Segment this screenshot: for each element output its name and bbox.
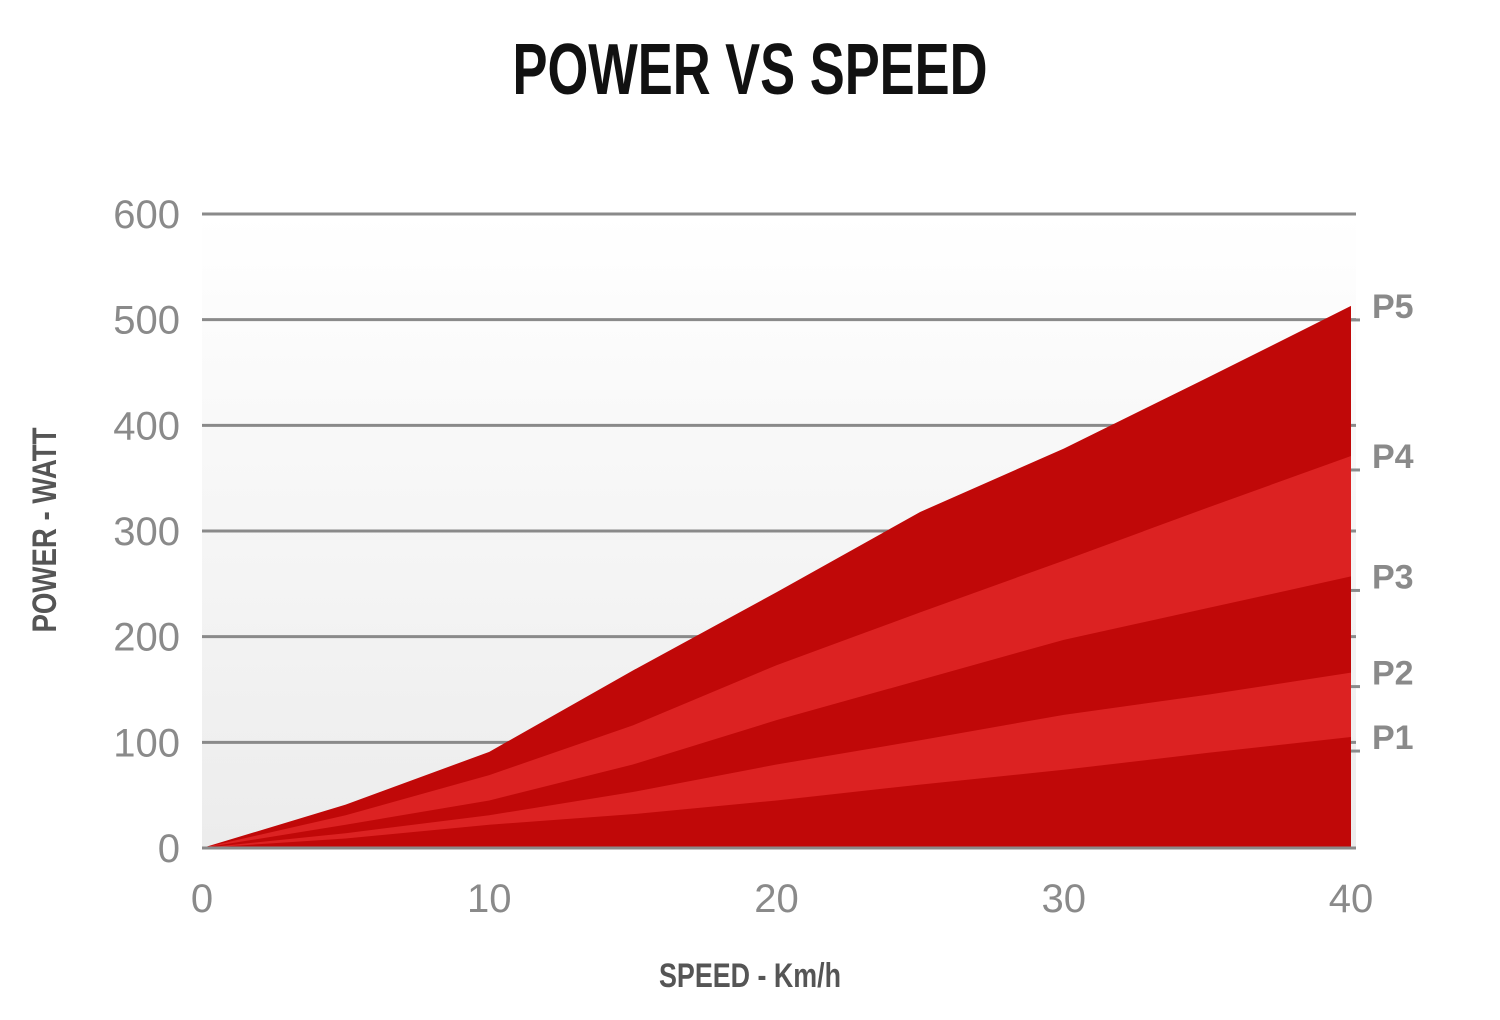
series-label: P1 [1372,719,1414,757]
y-tick-label: 200 [113,616,180,660]
y-tick-label: 0 [158,827,180,871]
x-tick-label: 40 [1329,877,1374,921]
series-label: P3 [1372,558,1414,596]
series-label: P4 [1372,438,1414,476]
x-axis-title: SPEED - Km/h [659,957,841,995]
x-tick-label: 10 [467,877,512,921]
x-tick-label: 0 [191,877,213,921]
y-tick-label: 100 [113,721,180,765]
y-tick-label: 600 [113,193,180,237]
y-axis-title: POWER - WATT [26,427,64,632]
y-tick-label: 400 [113,404,180,448]
chart-title: POWER VS SPEED [513,30,988,110]
x-tick-label: 20 [754,877,799,921]
area [202,737,1351,848]
x-tick-label: 30 [1042,877,1087,921]
series-label: P5 [1372,288,1414,326]
series-label: P2 [1372,655,1414,693]
y-tick-label: 500 [113,299,180,343]
y-tick-label: 300 [113,510,180,554]
